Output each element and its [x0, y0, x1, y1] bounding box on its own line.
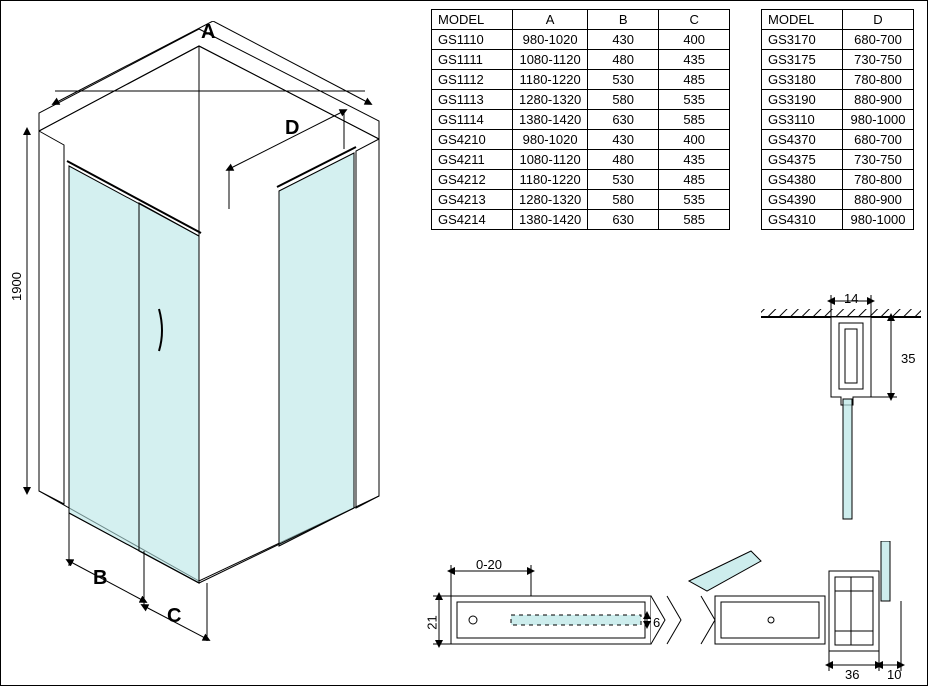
table-header: A	[513, 10, 588, 30]
dimensions-table-d: MODELD GS3170680-700GS3175730-750GS31807…	[761, 9, 914, 230]
table-row: GS3180780-800	[762, 70, 914, 90]
dim-A-label: A	[201, 21, 215, 44]
table-header: MODEL	[432, 10, 513, 30]
table-row: GS4310980-1000	[762, 210, 914, 230]
table-row: GS42141380-1420630585	[432, 210, 730, 230]
table-row: GS42131280-1320580535	[432, 190, 730, 210]
table-row: GS11141380-1420630585	[432, 110, 730, 130]
table-row: GS3175730-750	[762, 50, 914, 70]
detail-bottom-inner-h: 6	[653, 615, 660, 630]
height-label: 1900	[9, 272, 24, 301]
table-row: GS3110980-1000	[762, 110, 914, 130]
table-header: C	[659, 10, 730, 30]
dimensions-table-abc: MODELABC GS1110980-1020430400GS11111080-…	[431, 9, 730, 230]
table-header: B	[588, 10, 659, 30]
table-row: GS42121180-1220530485	[432, 170, 730, 190]
table-row: GS4390880-900	[762, 190, 914, 210]
detail-top-width: 14	[844, 291, 858, 306]
table-row: GS11111080-1120480435	[432, 50, 730, 70]
table-header: MODEL	[762, 10, 843, 30]
dim-B-label: B	[93, 567, 107, 590]
detail-top-height: 35	[901, 351, 915, 366]
detail-bottom-prof-w: 36	[845, 667, 859, 682]
table-row: GS4210980-1020430400	[432, 130, 730, 150]
profile-detail-top	[761, 289, 921, 529]
table-row: GS4380780-800	[762, 170, 914, 190]
table-row: GS11121180-1220530485	[432, 70, 730, 90]
technical-drawing-page: 1900 A D B C MODELABC GS1110980-10204304…	[0, 0, 928, 686]
detail-bottom-h: 21	[425, 615, 440, 629]
table-row: GS3170680-700	[762, 30, 914, 50]
table-row: GS3190880-900	[762, 90, 914, 110]
dim-D-label: D	[285, 117, 299, 140]
table-header: D	[843, 10, 914, 30]
detail-bottom-range: 0-20	[476, 557, 502, 572]
table-row: GS4370680-700	[762, 130, 914, 150]
dim-C-label: C	[167, 605, 181, 628]
profile-detail-bottom	[431, 541, 921, 681]
table-row: GS42111080-1120480435	[432, 150, 730, 170]
table-row: GS4375730-750	[762, 150, 914, 170]
isometric-shower-diagram	[9, 21, 414, 641]
table-row: GS1110980-1020430400	[432, 30, 730, 50]
detail-bottom-prof-gap: 10	[887, 667, 901, 682]
table-row: GS11131280-1320580535	[432, 90, 730, 110]
